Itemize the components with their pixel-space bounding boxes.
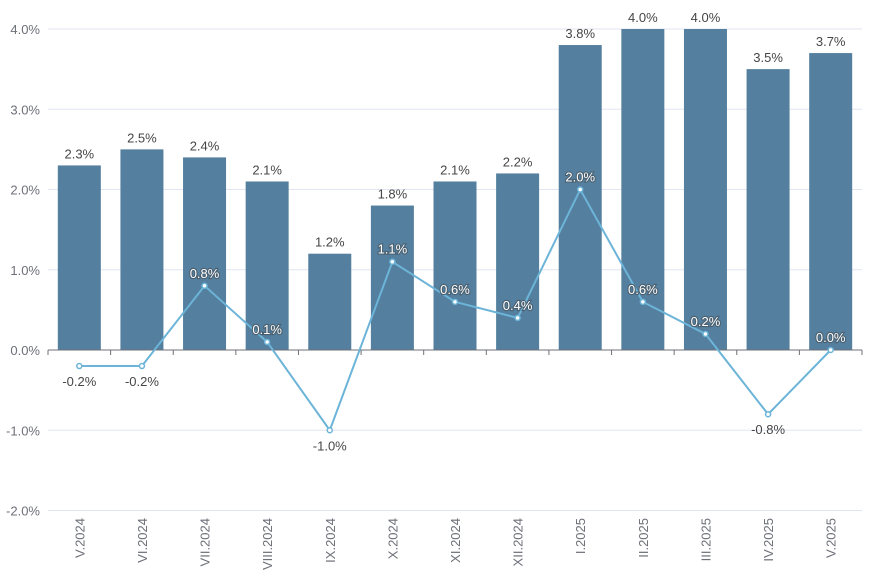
bar <box>621 29 665 350</box>
line-point <box>138 362 146 370</box>
line-data-label: 0.6% <box>440 282 470 297</box>
y-tick-label: 3.0% <box>10 102 40 117</box>
line-point <box>576 186 584 193</box>
line-point <box>263 338 271 346</box>
bar-data-label: 3.8% <box>565 26 595 41</box>
x-tick-label: VIII.2024 <box>260 518 275 570</box>
y-tick-label: 0.0% <box>10 343 40 358</box>
line-data-label: 2.0% <box>565 170 595 185</box>
bar-data-label: 3.5% <box>753 50 783 65</box>
bar <box>183 157 227 350</box>
line-data-label: 0.8% <box>190 266 220 281</box>
x-tick-label: VI.2024 <box>135 518 150 563</box>
y-axis: -2.0% -1.0% 0.0% 1.0% 2.0% 3.0% 4.0% <box>6 22 40 519</box>
x-tick-label: I.2025 <box>573 518 588 554</box>
x-tick-label: X.2024 <box>385 518 400 559</box>
bar <box>746 69 790 350</box>
line-data-label: 1.1% <box>378 242 408 257</box>
bar-data-label: 3.7% <box>816 34 846 49</box>
line-data-label: -0.2% <box>125 374 159 389</box>
line-point <box>326 427 334 434</box>
line-point <box>639 298 647 306</box>
y-tick-label: -1.0% <box>6 423 40 438</box>
line-point <box>451 298 459 306</box>
bar <box>370 205 414 350</box>
bar-data-label: 2.4% <box>190 138 220 153</box>
bar-data-label: 2.5% <box>127 130 157 145</box>
line-point <box>389 258 396 265</box>
bar <box>558 45 602 351</box>
x-tick-label: V.2025 <box>824 518 839 558</box>
bar <box>683 29 727 350</box>
x-tick-label: IV.2025 <box>761 518 776 562</box>
line-point <box>201 282 208 290</box>
line-point <box>827 346 834 354</box>
bar <box>308 253 352 350</box>
bar <box>433 181 477 350</box>
line-data-label: 0.0% <box>816 330 846 345</box>
x-axis: V.2024 VI.2024 VII.2024 VIII.2024 IX.2024 X.2… <box>47 349 863 570</box>
bar-data-label: 2.1% <box>252 162 282 177</box>
bar <box>245 181 289 350</box>
x-tick-label: V.2024 <box>72 518 87 558</box>
line-series <box>76 186 834 434</box>
bar-data-label: 4.0% <box>691 10 721 25</box>
x-tick-label: XII.2024 <box>511 518 526 566</box>
y-tick-label: 1.0% <box>10 263 40 278</box>
bar <box>496 173 540 350</box>
bar-data-label: 1.2% <box>315 235 345 250</box>
y-tick-label: -2.0% <box>6 504 40 519</box>
bar-data-label: 2.1% <box>440 162 470 177</box>
line-data-label: -0.8% <box>751 422 785 437</box>
bar-series <box>57 29 853 351</box>
line-data-label: -1.0% <box>313 438 347 453</box>
line-point <box>76 362 83 370</box>
bar-data-label: 2.3% <box>64 146 94 161</box>
x-tick-label: IX.2024 <box>323 518 338 563</box>
line-data-label: 0.6% <box>628 282 658 297</box>
x-tick-label: III.2025 <box>698 518 713 561</box>
x-tick-label: XI.2024 <box>448 518 463 563</box>
bar <box>809 53 853 350</box>
bar <box>57 165 101 350</box>
bar-data-label: 2.2% <box>503 154 533 169</box>
x-tick-label: II.2025 <box>636 518 651 558</box>
y-tick-label: 4.0% <box>10 22 40 37</box>
line-data-label: 0.1% <box>252 322 282 337</box>
line-data-label: -0.2% <box>62 374 96 389</box>
line-point <box>764 410 772 418</box>
bar-data-label: 1.8% <box>378 187 408 202</box>
line-data-label: 0.4% <box>503 298 533 313</box>
line-point <box>702 330 709 338</box>
bar-data-label: 4.0% <box>628 10 658 25</box>
y-tick-label: 2.0% <box>10 183 40 198</box>
line-data-label: 0.2% <box>691 314 721 329</box>
data-labels: 2.3% 2.5% 2.4% 2.1% 1.2% 1.8% 2.1% 2.2% 3.8% 4.0%… <box>62 10 847 453</box>
bar <box>120 149 164 350</box>
line-point <box>514 314 521 322</box>
x-tick-label: VII.2024 <box>198 518 213 566</box>
